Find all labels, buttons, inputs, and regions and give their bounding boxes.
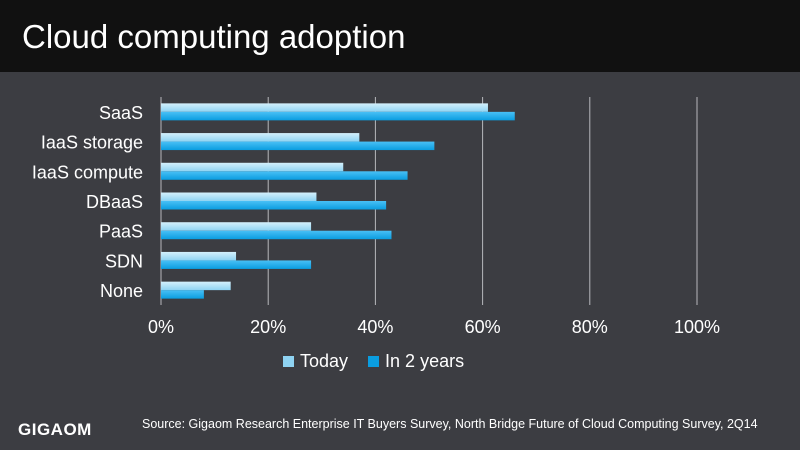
x-tick-label: 60% — [465, 317, 501, 337]
bar-in-2-years — [161, 141, 435, 151]
gigaom-logo: GIGAOM — [18, 420, 92, 439]
legend-label-in-2-years: In 2 years — [385, 351, 465, 371]
x-tick-label: 20% — [250, 317, 286, 337]
category-label: IaaS storage — [41, 133, 143, 153]
legend-item-in-2-years: In 2 years — [368, 351, 464, 372]
source-note: Source: Gigaom Research Enterprise IT Bu… — [142, 417, 758, 431]
category-label: IaaS compute — [32, 162, 143, 182]
bar-in-2-years — [161, 111, 515, 121]
category-label: None — [100, 281, 143, 301]
category-label: SDN — [105, 251, 143, 271]
legend-swatch-in-2-years — [368, 356, 380, 367]
x-tick-label: 80% — [572, 317, 608, 337]
chart-title: Cloud computing adoption — [22, 18, 406, 55]
x-tick-label: 0% — [148, 317, 174, 337]
bar-today — [161, 162, 344, 172]
bar-in-2-years — [161, 230, 392, 240]
title-bar: Cloud computing adoption — [0, 0, 800, 72]
bar-today — [161, 281, 231, 291]
bar-in-2-years — [161, 171, 408, 180]
bar-today — [161, 222, 312, 231]
category-label: DBaaS — [86, 192, 143, 212]
bar-today — [161, 103, 488, 112]
bar-in-2-years — [161, 260, 312, 269]
category-label: PaaS — [99, 222, 143, 242]
bar-in-2-years — [161, 201, 387, 210]
category-label: SaaS — [99, 103, 143, 123]
legend-item-today: Today — [283, 351, 348, 372]
legend-swatch-today — [283, 356, 294, 367]
bar-today — [161, 133, 360, 142]
x-tick-label: 40% — [357, 317, 393, 337]
bar-in-2-years — [161, 290, 204, 299]
bar-today — [161, 192, 317, 201]
legend-label-today: Today — [300, 351, 349, 371]
x-tick-label: 100% — [674, 317, 720, 337]
bar-today — [161, 251, 237, 261]
legend: Today In 2 years — [283, 351, 464, 372]
